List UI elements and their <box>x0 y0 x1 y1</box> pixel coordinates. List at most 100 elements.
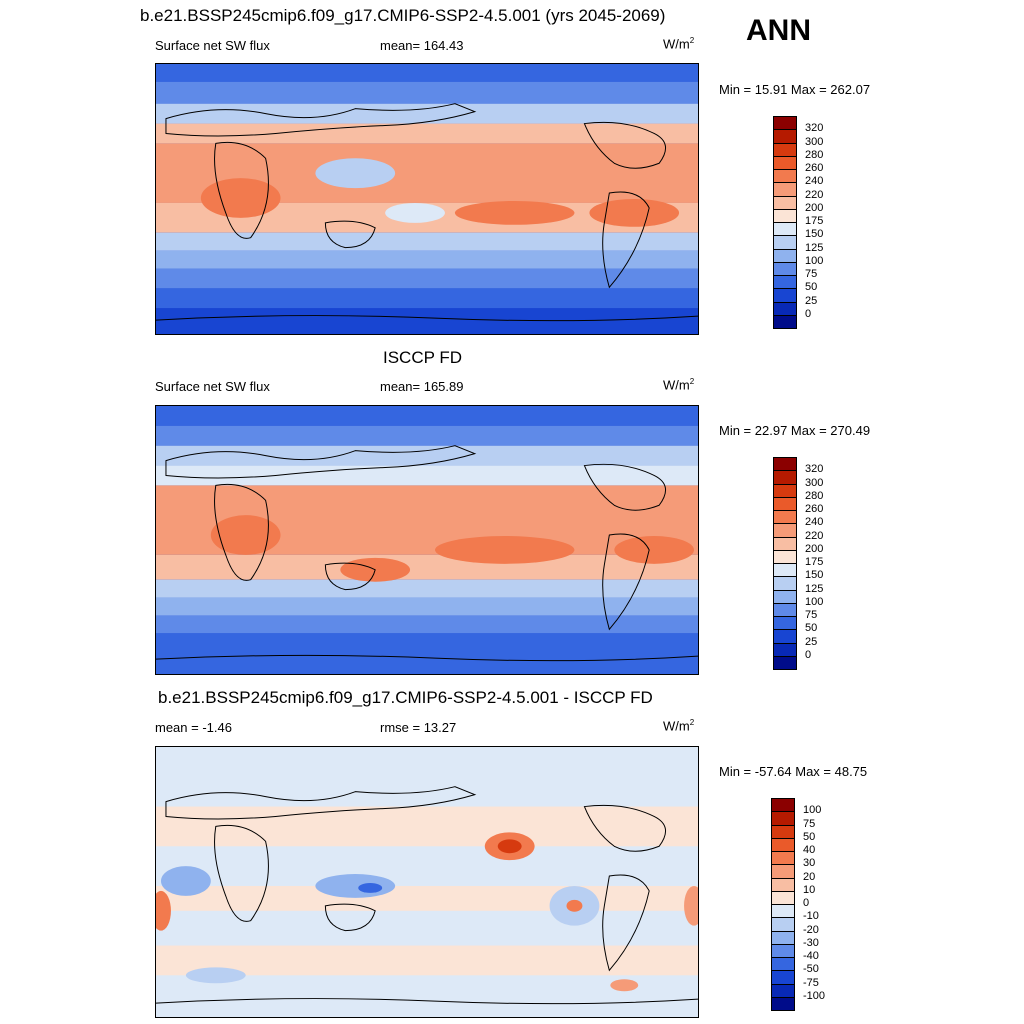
colorbar-tick-label: 175 <box>805 556 824 568</box>
colorbar-swatch <box>773 523 797 537</box>
colorbar-tick-label: 50 <box>803 830 816 843</box>
colorbar-swatch <box>771 943 795 958</box>
colorbar-boundary <box>773 510 797 511</box>
panel1-unit-label: W/m2 <box>663 36 695 52</box>
colorbar-swatch <box>771 798 795 812</box>
colorbar-tick-label: 280 <box>805 489 824 502</box>
colorbar-boundary <box>773 563 797 564</box>
colorbar-boundary <box>773 208 797 210</box>
colorbar-boundary <box>773 235 797 237</box>
colorbar-boundary <box>773 288 797 290</box>
colorbar-tick-label: -50 <box>803 963 819 976</box>
colorbar-boundary <box>773 496 797 498</box>
colorbar-tick-label: 0 <box>803 897 810 909</box>
colorbar-tick-label: 150 <box>805 569 824 582</box>
colorbar-boundary <box>773 195 797 197</box>
colorbar-boundary <box>771 930 795 932</box>
colorbar-tick-label: 125 <box>805 241 824 254</box>
colorbar-swatch <box>773 248 797 263</box>
colorbar-tick-label: 20 <box>803 870 816 883</box>
colorbar-swatch <box>773 655 797 670</box>
panel3-mean-label: mean = -1.46 <box>155 720 232 735</box>
panel3-heading: b.e21.BSSP245cmip6.f09_g17.CMIP6-SSP2-4.… <box>158 688 653 707</box>
colorbar-swatch <box>773 563 797 577</box>
colorbar-swatch <box>773 314 797 329</box>
panel1-left-label: Surface net SW flux <box>155 38 270 53</box>
colorbar-tick-label: 25 <box>805 635 818 648</box>
panel3-minmax: Min = -57.64 Max = 48.75 <box>719 764 868 779</box>
colorbar-swatch <box>771 904 795 918</box>
panel2-minmax: Min = 22.97 Max = 270.49 <box>719 423 871 438</box>
colorbar-tick-label: 0 <box>805 648 812 661</box>
colorbar-tick-label: 125 <box>805 582 824 595</box>
colorbar-tick-label: 300 <box>805 135 824 148</box>
colorbar-swatch <box>773 496 797 511</box>
colorbar-tick-label: -10 <box>803 910 819 923</box>
colorbar-boundary <box>773 314 797 316</box>
panel1-colorbar: 320 300 280 260 240 220 200 175 150 125 100 75 50 25 0 <box>773 116 833 329</box>
colorbar-tick-label: -20 <box>803 923 819 936</box>
colorbar-swatch <box>773 536 797 551</box>
colorbar-tick-label: 150 <box>805 228 824 241</box>
colorbar-boundary <box>773 261 797 263</box>
colorbar-tick-label: -30 <box>803 936 819 949</box>
colorbar-tick-label: 10 <box>803 883 816 896</box>
figure-title: b.e21.BSSP245cmip6.f09_g17.CMIP6-SSP2-4.… <box>140 6 666 25</box>
colorbar-boundary <box>773 655 797 657</box>
colorbar-tick-label: 0 <box>805 307 812 320</box>
colorbar-tick-label: 75 <box>805 268 818 280</box>
panel1-map <box>155 63 699 335</box>
colorbar-swatch <box>773 589 797 604</box>
colorbar-boundary <box>771 877 795 879</box>
colorbar-swatch <box>773 235 797 249</box>
colorbar-boundary <box>771 904 795 905</box>
colorbar-swatch <box>773 616 797 630</box>
colorbar-boundary <box>773 182 797 184</box>
colorbar-swatch <box>771 983 795 998</box>
colorbar-boundary <box>773 523 797 525</box>
colorbar-tick-label: 100 <box>803 804 822 817</box>
colorbar-swatch <box>773 116 797 130</box>
colorbar-swatch <box>771 917 795 931</box>
colorbar-boundary <box>771 851 795 852</box>
colorbar-swatch <box>771 957 795 971</box>
colorbar-swatch <box>771 864 795 878</box>
colorbar-swatch <box>773 483 797 498</box>
panel2-heading: ISCCP FD <box>383 348 463 367</box>
colorbar-swatch <box>773 470 797 484</box>
colorbar-tick-label: 320 <box>805 122 824 135</box>
colorbar-tick-label: 220 <box>805 188 824 201</box>
panel1-map-svg <box>156 64 698 334</box>
colorbar-boundary <box>773 129 797 131</box>
colorbar-tick-label: -75 <box>803 976 819 989</box>
colorbar-swatch <box>773 182 797 196</box>
panel3-unit-label: W/m2 <box>663 718 695 734</box>
colorbar-swatch <box>773 510 797 524</box>
colorbar-boundary <box>771 917 795 919</box>
colorbar-swatch <box>771 877 795 892</box>
colorbar-tick-label: 300 <box>805 476 824 489</box>
colorbar-swatch <box>773 129 797 143</box>
colorbar-tick-label: 320 <box>805 463 824 476</box>
colorbar-swatch <box>773 275 797 289</box>
colorbar-boundary <box>773 275 797 276</box>
colorbar-swatch <box>773 155 797 170</box>
panel2-mean-label: mean= 165.89 <box>380 379 464 394</box>
colorbar-swatch <box>773 261 797 276</box>
colorbar-tick-label: 200 <box>805 201 824 214</box>
colorbar-swatch <box>771 851 795 865</box>
colorbar-boundary <box>773 589 797 591</box>
colorbar-boundary <box>771 983 795 985</box>
colorbar-boundary <box>773 642 797 644</box>
panel1-minmax: Min = 15.91 Max = 262.07 <box>719 82 871 97</box>
panel1-mean-label: mean= 164.43 <box>380 38 464 53</box>
colorbar-tick-label: -40 <box>803 950 819 962</box>
colorbar-tick-label: 40 <box>803 844 816 856</box>
colorbar-tick-label: 200 <box>805 542 824 555</box>
colorbar-swatch <box>773 142 797 157</box>
panel3-colorbar: 100 75 50 40 30 20 10 0 -10 -20 -30 -40 -50 -75 -100 <box>771 798 831 1011</box>
colorbar-boundary <box>771 970 795 972</box>
season-label: ANN <box>746 14 811 47</box>
panel2-map-svg <box>156 406 698 674</box>
colorbar-swatch <box>771 996 795 1011</box>
